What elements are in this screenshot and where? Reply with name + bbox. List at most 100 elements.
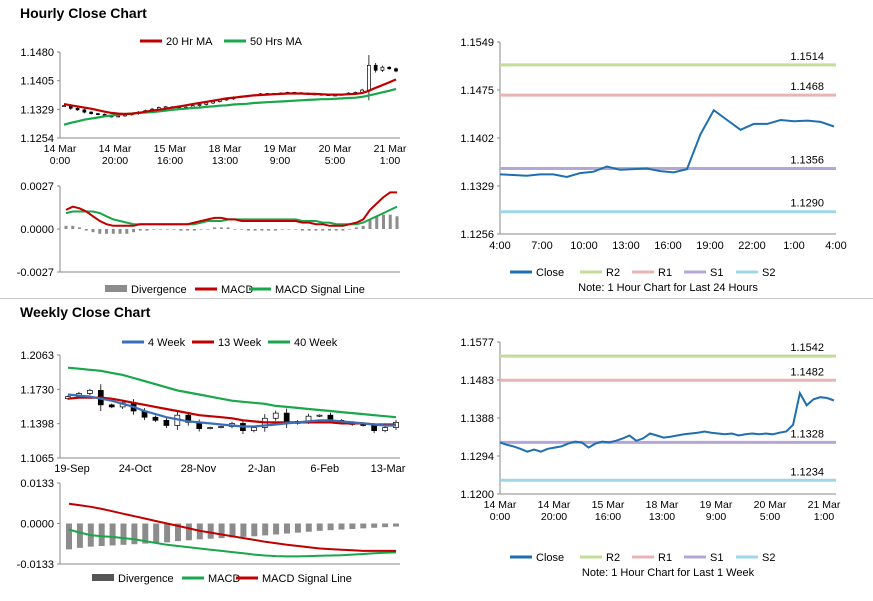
candle-body — [251, 427, 257, 432]
macd-line — [65, 191, 397, 227]
x-tick-label: 13:00 — [212, 155, 238, 167]
w40-line — [67, 366, 397, 419]
divergence-bar — [233, 229, 237, 230]
divergence-bar — [260, 229, 264, 231]
x-tick-label: 20:00 — [541, 511, 567, 523]
divergence-bar — [388, 214, 392, 229]
divergence-bar — [218, 523, 225, 539]
w4-line — [67, 393, 396, 428]
y-tick-label: 1.1398 — [20, 419, 54, 431]
y-tick-label: 1.1294 — [460, 451, 494, 463]
x-tick-label: 18 Mar — [209, 143, 242, 155]
divergence-bar — [338, 523, 345, 530]
y-tick-label: 1.1577 — [460, 337, 494, 349]
legend-label: 20 Hr MA — [166, 36, 213, 48]
divergence-bar — [305, 523, 312, 532]
y-tick-label: 1.1483 — [460, 375, 494, 387]
divergence-bar — [284, 523, 290, 534]
hourly-pivot-chart: 1.1549 1.1475 1.1402 1.1329 1.1256 1.1514 1.14… — [460, 37, 846, 294]
divergence-bar — [349, 523, 356, 529]
legend-label: MACD Signal Line — [262, 573, 352, 585]
divergence-bar — [111, 229, 115, 234]
divergence-bar — [294, 523, 301, 533]
divergence-bar — [71, 225, 75, 229]
x-tick-label: 20 Mar — [754, 499, 787, 511]
weekly-pivot-chart: 1.1577 1.1483 1.1388 1.1294 1.1200 1.1542 1.14… — [460, 337, 840, 579]
x-tick-label: 5:00 — [325, 155, 346, 167]
x-tick-label: 7:00 — [531, 240, 552, 252]
legend-label: S2 — [762, 267, 775, 279]
divergence-bar — [186, 229, 190, 231]
x-tick-label: 14 Mar — [44, 143, 77, 155]
legend-label: Close — [536, 267, 564, 279]
divergence-bar — [381, 214, 385, 229]
divergence-bar — [316, 523, 323, 531]
divergence-bar — [64, 225, 68, 229]
y-tick-label: 1.1480 — [20, 47, 54, 59]
divergence-bar — [98, 523, 105, 547]
w13-line — [67, 396, 396, 426]
y-tick-label: 0.0000 — [20, 519, 54, 531]
x-tick-label: 10:00 — [570, 240, 598, 252]
x-tick-label: 19-Sep — [54, 463, 89, 475]
divergence-bar — [361, 225, 365, 229]
divergence-bar — [206, 229, 210, 230]
section-divider — [0, 298, 873, 299]
chart-note: Note: 1 Hour Chart for Last 24 Hours — [578, 282, 758, 294]
x-tick-label: 15 Mar — [592, 499, 625, 511]
candle-body — [152, 416, 159, 421]
x-tick-label: 0:00 — [490, 511, 511, 523]
candle-body — [163, 419, 170, 426]
candle-body — [371, 425, 377, 432]
legend-label: R2 — [606, 267, 620, 279]
level-label-s2: 1.1290 — [790, 198, 824, 210]
legend-label: MACD — [208, 573, 240, 585]
divergence-bar — [354, 227, 358, 229]
x-tick-label: 13:00 — [612, 240, 640, 252]
y-tick-label: 1.1730 — [20, 384, 54, 396]
legend-label: 40 Week — [294, 337, 338, 349]
candle-body — [272, 412, 279, 419]
macd-signal-line — [68, 502, 396, 552]
divergence-bar — [192, 229, 196, 231]
y-tick-label: 1.1254 — [20, 133, 54, 145]
divergence-bar — [179, 229, 183, 231]
legend-label: 4 Week — [148, 337, 186, 349]
y-tick-label: 1.2063 — [20, 350, 54, 362]
divergence-bar — [152, 229, 156, 230]
x-tick-label: 0:00 — [50, 155, 71, 167]
x-tick-label: 21 Mar — [374, 143, 407, 155]
divergence-bar — [91, 229, 95, 233]
divergence-bar — [280, 229, 284, 230]
candle-body — [87, 390, 93, 394]
x-tick-label: 22:00 — [738, 240, 766, 252]
divergence-bar — [172, 229, 176, 230]
level-label-r2: 1.1542 — [790, 342, 824, 354]
divergence-bar — [159, 229, 163, 230]
legend-label: R1 — [658, 552, 672, 564]
candle-body — [207, 427, 213, 429]
divergence-bar — [105, 229, 109, 234]
y-tick-label: 1.1549 — [460, 37, 494, 49]
candle-body — [387, 66, 392, 70]
y-tick-label: 1.1475 — [460, 85, 494, 97]
divergence-bar — [66, 523, 72, 550]
divergence-bar — [229, 523, 236, 538]
divergence-bar — [327, 229, 331, 231]
legend-label: Divergence — [118, 573, 174, 585]
legend-swatch — [92, 574, 114, 581]
x-tick-label: 9:00 — [706, 511, 727, 523]
divergence-bar — [213, 227, 217, 229]
divergence-bar — [251, 523, 258, 537]
x-tick-label: 20 Mar — [319, 143, 352, 155]
y-tick-label: 0.0000 — [20, 224, 54, 236]
close-line — [499, 108, 835, 179]
x-tick-label: 20:00 — [102, 155, 128, 167]
y-tick-label: 1.1405 — [20, 76, 54, 88]
candle-body — [367, 64, 371, 91]
divergence-bar — [273, 229, 277, 231]
candle-body — [394, 68, 398, 72]
level-label-r2: 1.1514 — [790, 51, 824, 63]
divergence-bar — [164, 523, 171, 543]
